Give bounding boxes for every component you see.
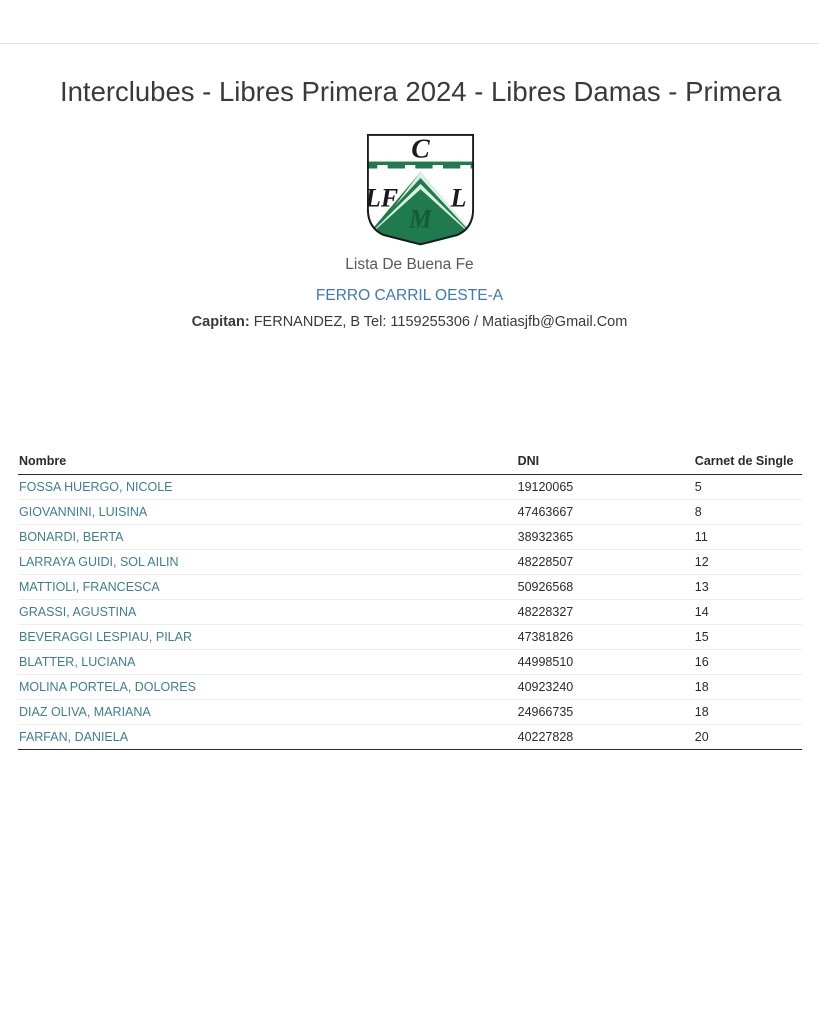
svg-text:M: M xyxy=(408,204,433,233)
svg-text:L: L xyxy=(450,184,467,213)
svg-text:LF: LF xyxy=(364,184,398,213)
svg-text:C: C xyxy=(411,132,430,163)
